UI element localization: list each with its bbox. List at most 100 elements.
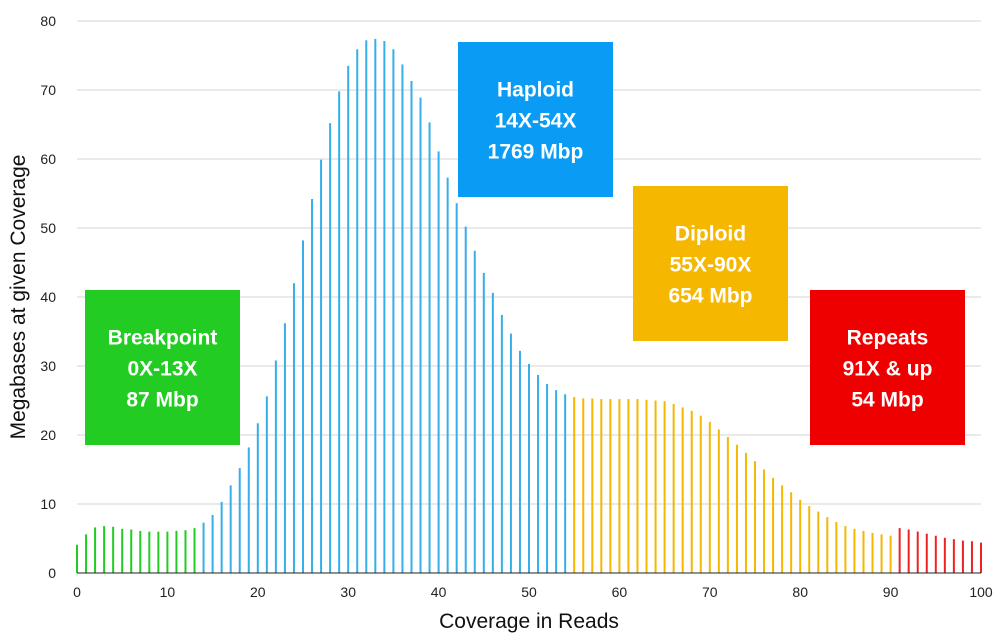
bar	[455, 203, 458, 573]
bar	[103, 526, 106, 573]
bar	[374, 38, 377, 573]
bar	[347, 65, 350, 573]
bar	[636, 399, 639, 573]
bar	[609, 399, 612, 573]
bar	[573, 397, 576, 573]
bar	[274, 360, 277, 573]
bar	[265, 396, 268, 573]
x-tick-label: 10	[160, 584, 176, 600]
bar	[618, 399, 621, 573]
bar	[193, 528, 196, 573]
x-tick-label: 0	[73, 584, 81, 600]
bar	[112, 526, 115, 573]
x-tick-label: 30	[340, 584, 356, 600]
bar	[121, 528, 124, 573]
x-tick-label: 20	[250, 584, 266, 600]
annotation-box-bg	[85, 290, 240, 445]
bar	[428, 122, 431, 574]
bar	[329, 123, 332, 574]
bar	[473, 250, 476, 573]
bar	[76, 544, 78, 573]
x-tick-label: 50	[521, 584, 537, 600]
bar	[889, 535, 892, 573]
x-tick-label: 80	[792, 584, 808, 600]
bar	[537, 374, 540, 573]
y-axis-label: Megabases at given Coverage	[7, 155, 30, 440]
bar	[175, 530, 178, 573]
bar	[591, 398, 594, 573]
bar	[365, 40, 368, 573]
bar	[934, 535, 937, 573]
bar	[790, 492, 793, 573]
bar	[952, 539, 955, 573]
bar	[211, 515, 214, 573]
bar	[799, 499, 802, 573]
bar	[871, 532, 874, 573]
annotation-box: Breakpoint 0X-13X 87 Mbp	[85, 290, 240, 445]
annotation-text: 55X-90X	[670, 254, 752, 277]
bar	[446, 177, 449, 573]
bar	[94, 527, 97, 573]
bar	[645, 399, 648, 573]
annotation-box-bg	[810, 290, 965, 445]
bar	[817, 511, 820, 573]
bar	[464, 226, 467, 573]
bar	[744, 452, 747, 573]
bar	[410, 81, 413, 573]
bar	[627, 399, 630, 573]
bar	[518, 350, 521, 573]
x-tick-label: 60	[612, 584, 628, 600]
bar	[717, 429, 720, 573]
x-tick-label: 40	[431, 584, 447, 600]
bar	[283, 323, 286, 573]
bar	[726, 437, 729, 573]
annotation-text: 87 Mbp	[126, 389, 198, 412]
bar	[672, 403, 675, 573]
annotation-box: Repeats 91X & up 54 Mbp	[810, 290, 965, 445]
annotation-box: Diploid 55X-90X 654 Mbp	[633, 186, 788, 341]
annotation-box: Haploid 14X-54X 1769 Mbp	[458, 42, 613, 197]
bar	[419, 97, 422, 573]
bar	[980, 542, 982, 573]
bars	[76, 38, 982, 574]
bar	[564, 394, 567, 573]
annotation-text: Breakpoint	[108, 327, 218, 350]
bar	[85, 534, 88, 573]
bar	[157, 531, 160, 573]
bar	[247, 447, 250, 573]
x-axis-label: Coverage in Reads	[439, 610, 619, 633]
bar	[383, 41, 386, 573]
bar	[663, 401, 666, 573]
annotation-text: 1769 Mbp	[488, 141, 584, 164]
annotation-boxes: Breakpoint 0X-13X 87 Mbp Haploid 14X-54X 1769…	[85, 42, 965, 445]
bar	[166, 531, 169, 573]
bar	[916, 531, 919, 573]
bar	[772, 477, 775, 573]
bar	[970, 541, 973, 573]
bar	[130, 529, 133, 573]
bar	[699, 415, 702, 573]
x-tick-label: 90	[883, 584, 899, 600]
x-tick-label: 70	[702, 584, 718, 600]
bar	[907, 529, 910, 573]
bar	[654, 400, 657, 573]
bar	[763, 469, 766, 573]
annotation-text: Diploid	[675, 223, 746, 246]
bar	[302, 240, 304, 574]
y-tick-label: 50	[40, 220, 56, 236]
bar	[781, 485, 784, 573]
bar	[220, 501, 223, 573]
bar	[320, 159, 323, 573]
bar	[356, 49, 359, 574]
y-tick-labels: 0 10 20 30 40 50 60 70 80	[40, 13, 56, 581]
annotation-text: 0X-13X	[127, 358, 197, 381]
bar	[925, 533, 928, 573]
annotation-text: Haploid	[497, 79, 574, 102]
y-tick-label: 80	[40, 13, 56, 29]
annotation-text: 14X-54X	[495, 110, 577, 133]
bar	[229, 485, 232, 573]
annotation-text: 91X & up	[843, 358, 933, 381]
bar	[880, 534, 883, 573]
annotation-text: Repeats	[847, 327, 929, 350]
